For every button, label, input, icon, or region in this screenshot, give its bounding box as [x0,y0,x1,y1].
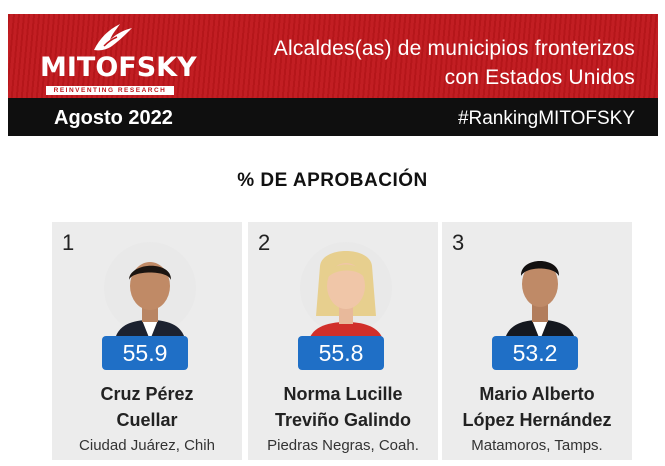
mayor-photo [300,242,392,344]
approval-score: 53.2 [492,336,578,370]
mitofsky-logo: MITOFSKY REINVENTING RESEARCH [40,20,197,95]
mayor-photo [494,242,586,344]
mayor-name-line2: Cuellar [116,410,178,430]
section-title: % DE APROBACIÓN [237,170,428,191]
municipality-label: Matamoros, Tamps. [471,437,603,454]
rank-number: 1 [62,230,75,255]
mayor-name-line2: Treviño Galindo [274,410,412,430]
ranking-card-2: 2 55.8 Norma Lucille Treviño Galindo Pie… [248,222,438,460]
report-date: Agosto 2022 [54,107,173,129]
municipality-label: Ciudad Juárez, Chih [79,437,215,454]
header-title-line2: con Estados Unidos [444,66,635,89]
approval-score: 55.8 [298,336,384,370]
ranking-card-3: 3 53.2 Mario Alberto López Hernández Mat… [442,222,632,460]
rank-number: 3 [452,230,465,255]
logo-bird-icon [94,24,132,51]
logo-tagline: REINVENTING RESEARCH [46,86,174,95]
mayor-name-line1: Mario Alberto [479,384,595,404]
mayor-name-line1: Norma Lucille [283,384,403,404]
mayor-photo [104,242,196,344]
mayor-name-line2: López Hernández [462,410,612,430]
header-date-bar [8,98,658,136]
mayor-name-line1: Cruz Pérez [100,384,194,404]
ranking-card-1: 1 55.9 Cruz Pérez Cuellar Ciudad Juárez,… [52,222,242,460]
ranking-hashtag: #RankingMITOFSKY [457,108,635,129]
header-title-line1: Alcaldes(as) de municipios fronterizos [273,37,635,60]
rank-number: 2 [258,230,271,255]
municipality-label: Piedras Negras, Coah. [267,437,419,454]
approval-score: 55.9 [102,336,188,370]
logo-text: MITOFSKY [40,52,197,83]
